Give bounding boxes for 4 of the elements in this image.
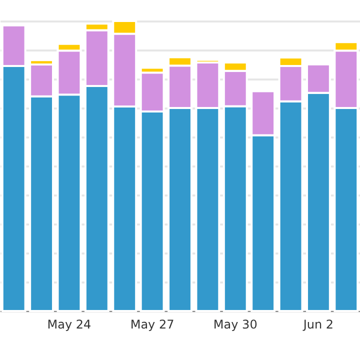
x-tick-label: May 27 xyxy=(130,318,174,332)
x-tick-label: May 24 xyxy=(47,318,92,332)
x-tick-label: Jun 2 xyxy=(302,318,334,332)
x-tick-label: May 30 xyxy=(213,318,258,332)
